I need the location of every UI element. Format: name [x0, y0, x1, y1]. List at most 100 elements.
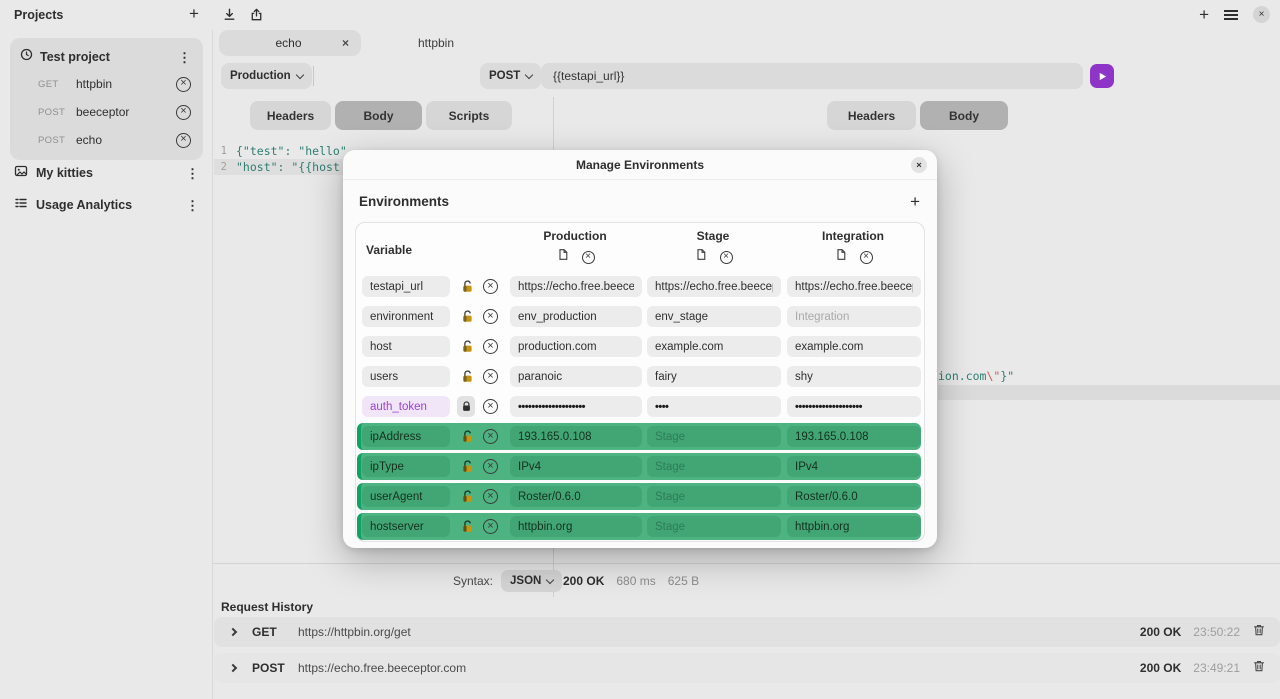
- stage-value-input[interactable]: [647, 306, 781, 327]
- stage-value-input[interactable]: [647, 336, 781, 357]
- add-project-button[interactable]: +: [189, 4, 199, 23]
- tab-request-body[interactable]: Body: [335, 101, 422, 130]
- variable-name-input[interactable]: [362, 456, 450, 477]
- section-menu-icon[interactable]: ⋮: [186, 197, 199, 213]
- project-menu-icon[interactable]: ⋮: [178, 49, 191, 65]
- stage-value-input[interactable]: [647, 516, 781, 537]
- variable-name-input[interactable]: [362, 336, 450, 357]
- unlock-icon[interactable]: [460, 309, 475, 324]
- url-input[interactable]: [541, 63, 1083, 89]
- duplicate-environment-icon[interactable]: [556, 248, 569, 266]
- history-row[interactable]: POST https://echo.free.beeceptor.com 200…: [214, 653, 1280, 683]
- delete-variable-icon[interactable]: [483, 279, 498, 294]
- production-value-input[interactable]: [510, 366, 642, 387]
- delete-variable-icon[interactable]: [483, 369, 498, 384]
- delete-environment-icon[interactable]: [859, 250, 873, 264]
- tab-request-scripts[interactable]: Scripts: [426, 101, 512, 130]
- delete-variable-icon[interactable]: [483, 459, 498, 474]
- unlock-icon[interactable]: [460, 519, 475, 534]
- tab-httpbin[interactable]: httpbin: [381, 30, 491, 56]
- variable-name-input[interactable]: [362, 396, 450, 417]
- sidebar-item-my-kitties[interactable]: My kitties ⋮: [0, 159, 213, 187]
- sidebar-item-beeceptor[interactable]: POST beeceptor: [10, 98, 203, 126]
- window-close-button[interactable]: ×: [1253, 6, 1270, 23]
- duplicate-environment-icon[interactable]: [834, 248, 847, 266]
- trash-icon[interactable]: [1252, 623, 1266, 642]
- production-value-input[interactable]: [510, 516, 642, 537]
- duplicate-environment-icon[interactable]: [694, 248, 707, 266]
- sidebar-item-usage-analytics[interactable]: Usage Analytics ⋮: [0, 191, 213, 219]
- delete-variable-icon[interactable]: [483, 399, 498, 414]
- delete-variable-icon[interactable]: [483, 309, 498, 324]
- remove-request-icon[interactable]: [176, 104, 191, 120]
- unlock-icon[interactable]: [460, 429, 475, 444]
- integration-value-input[interactable]: [787, 516, 921, 537]
- tab-response-headers[interactable]: Headers: [827, 101, 916, 130]
- tab-request-headers[interactable]: Headers: [250, 101, 331, 130]
- history-row[interactable]: GET https://httpbin.org/get 200 OK 23:50…: [214, 617, 1280, 647]
- share-icon[interactable]: [249, 7, 264, 27]
- variable-name-input[interactable]: [362, 486, 450, 507]
- chevron-right-icon[interactable]: [228, 627, 238, 637]
- stage-value-input[interactable]: [647, 456, 781, 477]
- chevron-right-icon[interactable]: [228, 663, 238, 673]
- unlock-icon[interactable]: [460, 279, 475, 294]
- add-environment-button[interactable]: +: [910, 192, 920, 211]
- remove-request-icon[interactable]: [176, 132, 191, 148]
- integration-value-input[interactable]: [787, 456, 921, 477]
- trash-icon[interactable]: [1252, 659, 1266, 678]
- sidebar-item-echo[interactable]: POST echo: [10, 126, 203, 154]
- integration-value-input[interactable]: [787, 276, 921, 297]
- method-dropdown[interactable]: POST: [480, 63, 542, 89]
- variable-name-input[interactable]: [362, 276, 450, 297]
- lock-icon[interactable]: [457, 396, 475, 417]
- integration-value-input[interactable]: [787, 306, 921, 327]
- tab-echo[interactable]: echo ×: [219, 30, 361, 56]
- variable-name-input[interactable]: [362, 366, 450, 387]
- line-number: 2: [220, 161, 227, 173]
- variable-name-input[interactable]: [362, 516, 450, 537]
- download-icon[interactable]: [222, 7, 237, 27]
- remove-request-icon[interactable]: [176, 76, 191, 92]
- production-value-input[interactable]: [510, 426, 642, 447]
- modal-close-button[interactable]: ×: [911, 157, 927, 173]
- sidebar-item-httpbin[interactable]: GET httpbin: [10, 70, 203, 98]
- integration-value-input[interactable]: [787, 336, 921, 357]
- unlock-icon[interactable]: [460, 489, 475, 504]
- delete-environment-icon[interactable]: [581, 250, 595, 264]
- menu-icon[interactable]: [1224, 6, 1238, 23]
- integration-value-input[interactable]: [787, 486, 921, 507]
- section-menu-icon[interactable]: ⋮: [186, 165, 199, 181]
- delete-environment-icon[interactable]: [719, 250, 733, 264]
- production-value-input[interactable]: [510, 306, 642, 327]
- production-value-input[interactable]: [510, 336, 642, 357]
- integration-value-input[interactable]: [787, 426, 921, 447]
- production-value-input[interactable]: [510, 486, 642, 507]
- project-header[interactable]: Test project ⋮: [10, 42, 203, 70]
- unlock-icon[interactable]: [460, 459, 475, 474]
- production-value-input[interactable]: [510, 456, 642, 477]
- stage-value-input[interactable]: [647, 396, 781, 417]
- variable-name-input[interactable]: [362, 306, 450, 327]
- unlock-icon[interactable]: [460, 369, 475, 384]
- tab-close-icon[interactable]: ×: [341, 36, 349, 50]
- stage-value-input[interactable]: [647, 366, 781, 387]
- send-button[interactable]: [1090, 64, 1114, 88]
- delete-variable-icon[interactable]: [483, 339, 498, 354]
- new-tab-button[interactable]: +: [1199, 5, 1209, 24]
- production-value-input[interactable]: [510, 396, 642, 417]
- delete-variable-icon[interactable]: [483, 489, 498, 504]
- environment-dropdown[interactable]: Production: [221, 63, 312, 89]
- tab-response-body[interactable]: Body: [920, 101, 1008, 130]
- stage-value-input[interactable]: [647, 276, 781, 297]
- stage-value-input[interactable]: [647, 426, 781, 447]
- integration-value-input[interactable]: [787, 366, 921, 387]
- syntax-dropdown[interactable]: JSON: [501, 570, 563, 592]
- delete-variable-icon[interactable]: [483, 519, 498, 534]
- unlock-icon[interactable]: [460, 339, 475, 354]
- stage-value-input[interactable]: [647, 486, 781, 507]
- production-value-input[interactable]: [510, 276, 642, 297]
- variable-name-input[interactable]: [362, 426, 450, 447]
- delete-variable-icon[interactable]: [483, 429, 498, 444]
- integration-value-input[interactable]: [787, 396, 921, 417]
